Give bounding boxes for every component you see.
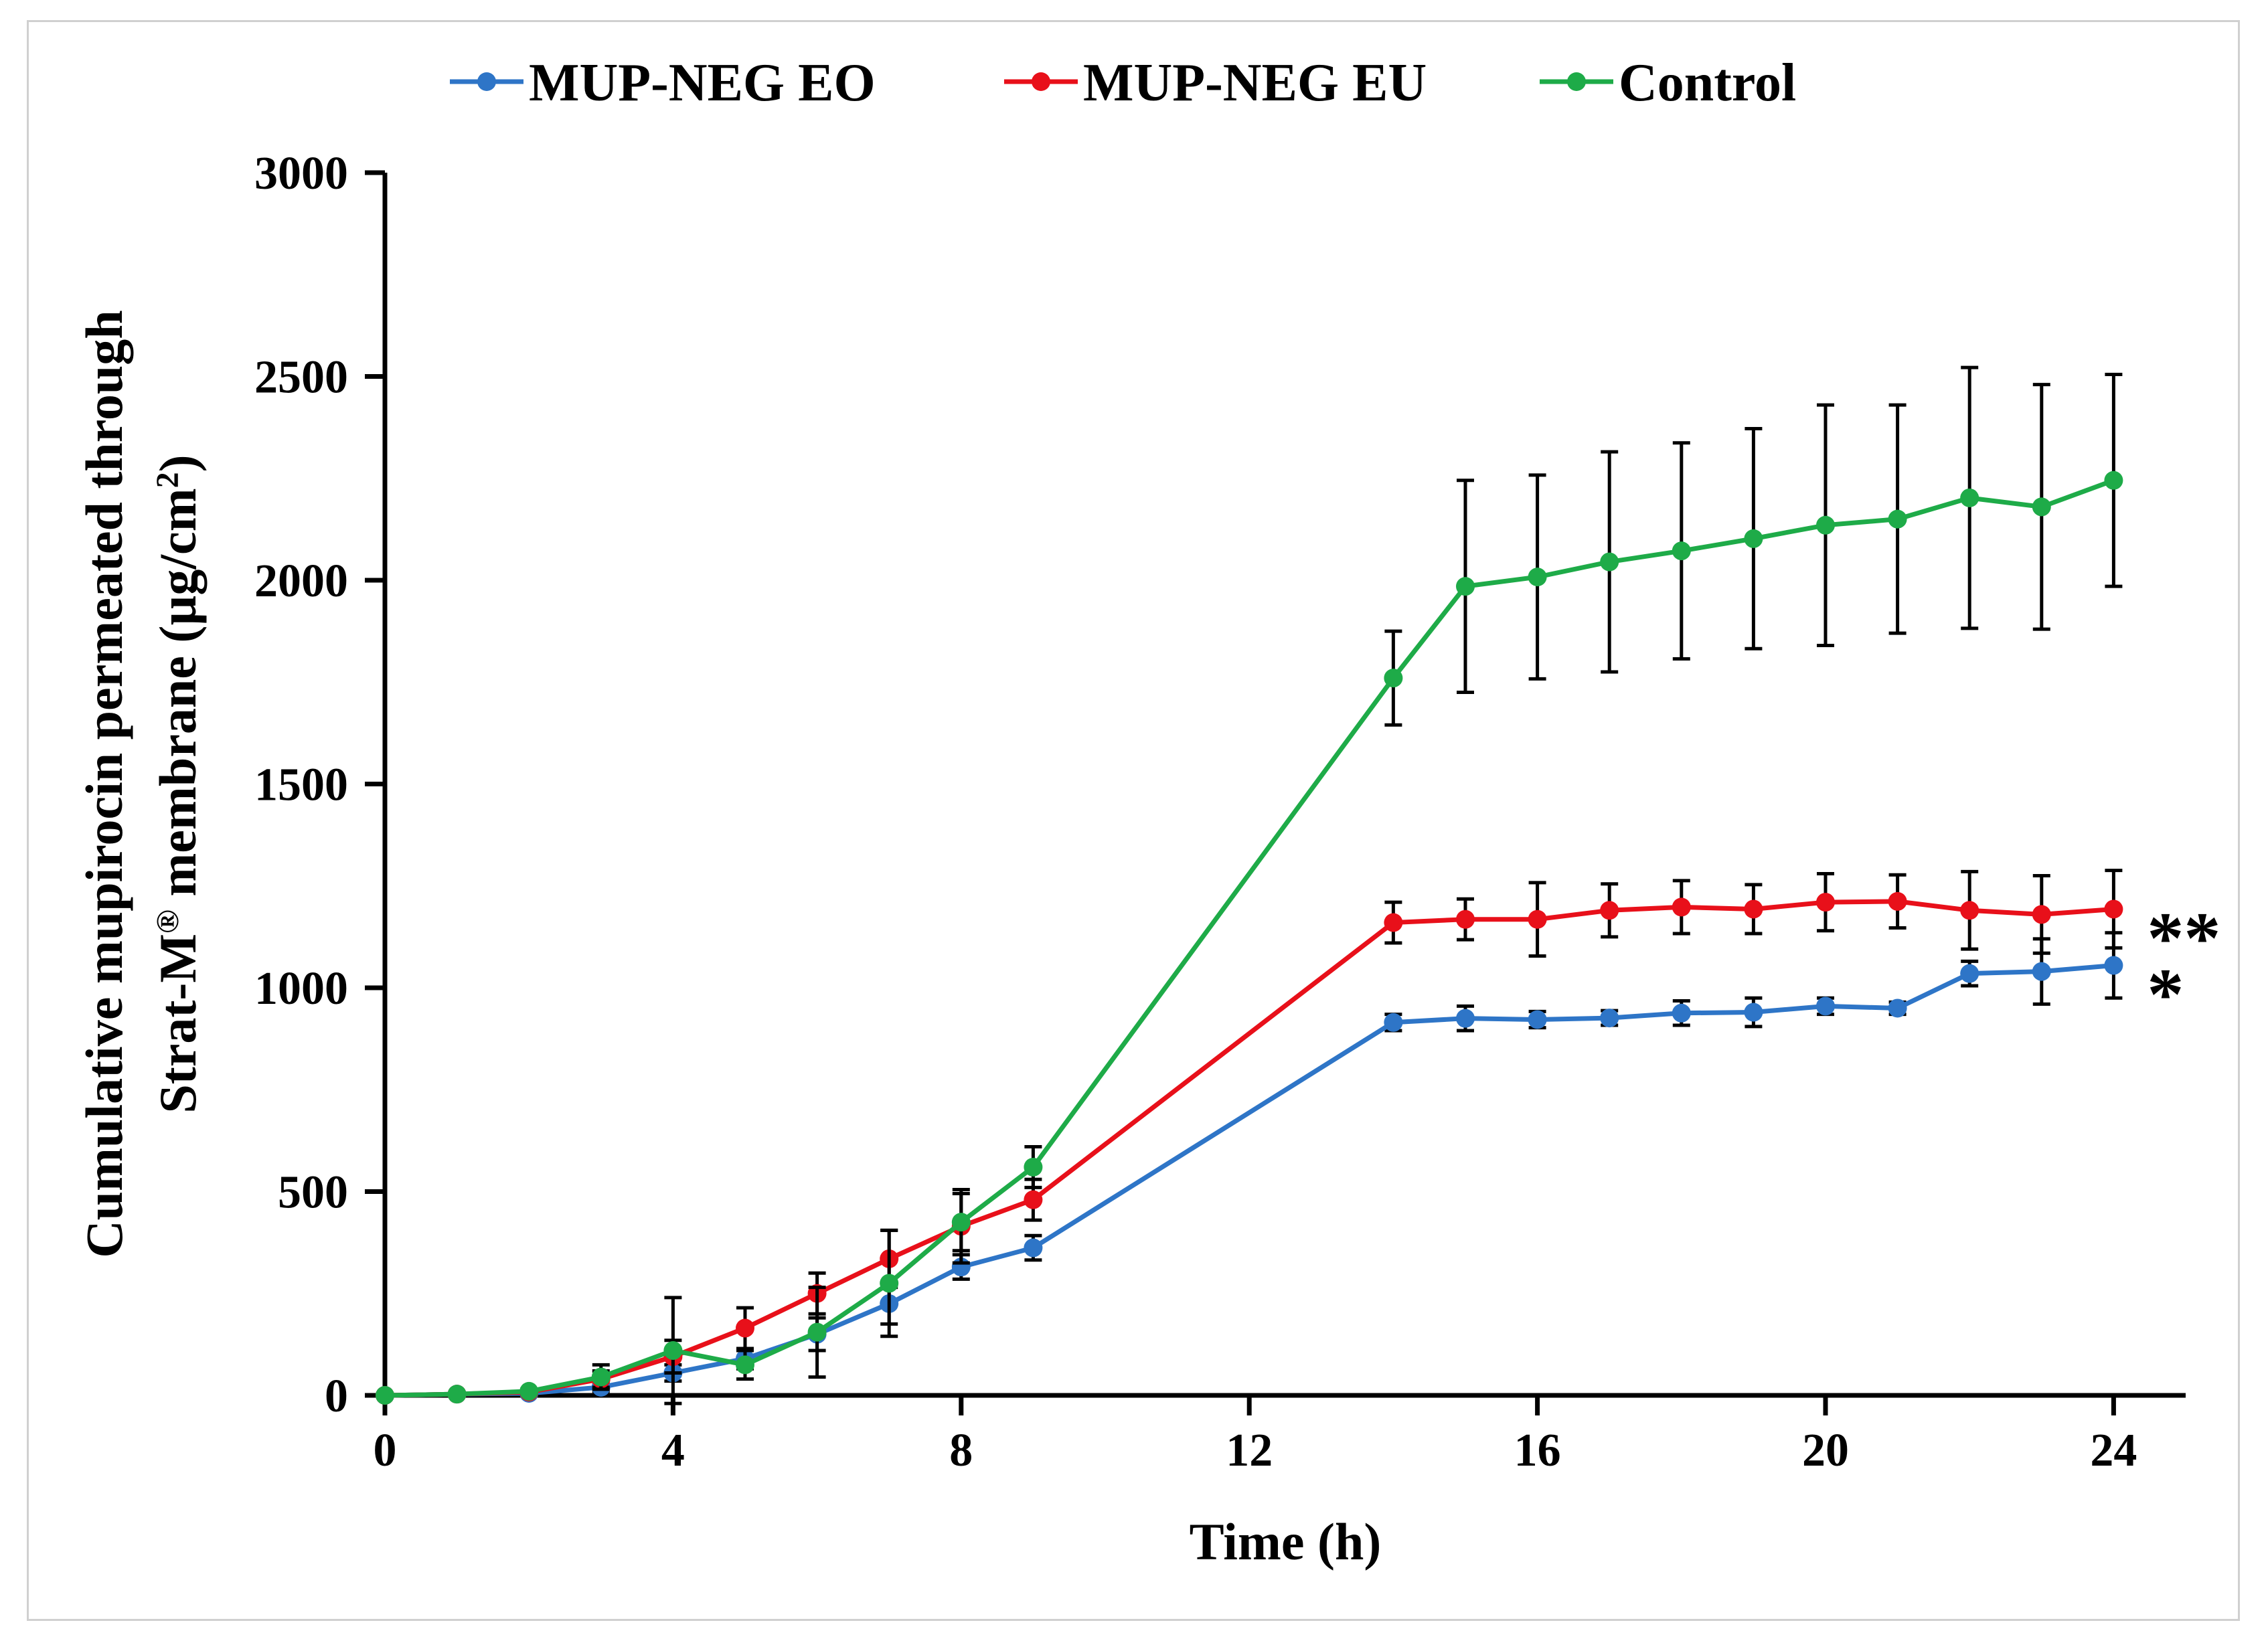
data-point [1744, 899, 1763, 919]
data-point [1960, 488, 1979, 507]
data-point [1456, 577, 1475, 596]
figure-frame [27, 20, 2240, 1621]
legend-swatch-marker [477, 72, 496, 91]
data-point [1672, 1003, 1691, 1023]
data-point [1384, 669, 1403, 688]
y-tick-label: 1000 [254, 963, 348, 1015]
data-point [1528, 909, 1547, 929]
data-point [519, 1381, 539, 1401]
data-point [951, 1213, 971, 1232]
data-point [1600, 901, 1619, 920]
series-mup-neg-eu [376, 869, 2123, 1405]
series-mup-neg-eo [376, 931, 2123, 1405]
data-point [2104, 470, 2123, 490]
data-point [1672, 897, 1691, 917]
legend-swatch-marker [1567, 72, 1586, 91]
data-point [1888, 891, 1907, 911]
legend: MUP-NEG EO MUP-NEG EU Control [450, 54, 1796, 112]
x-tick-label: 8 [949, 1425, 973, 1476]
data-point [1024, 1238, 1043, 1258]
significance-marker: ** [2147, 897, 2220, 978]
data-point [2104, 899, 2123, 919]
data-point [1888, 999, 1907, 1018]
data-point [1384, 913, 1403, 932]
data-point [1384, 1013, 1403, 1032]
data-point [1816, 893, 1835, 912]
y-axis-title: Cumulative mupirocin permeated through S… [75, 310, 207, 1258]
x-tick-label: 24 [2090, 1425, 2137, 1476]
legend-item: MUP-NEG EU [1004, 54, 1427, 112]
data-point [1024, 1157, 1043, 1177]
data-point [1024, 1190, 1043, 1209]
y-axis-title-line1: Cumulative mupirocin permeated through [75, 310, 133, 1258]
data-point [1960, 964, 1979, 983]
series-control [376, 365, 2123, 1405]
y-tick-label: 500 [278, 1167, 348, 1219]
y-tick-label: 2000 [254, 555, 348, 607]
data-point [663, 1341, 683, 1361]
data-point [807, 1322, 827, 1342]
data-point [1528, 1010, 1547, 1029]
y-tick-label: 1500 [254, 760, 348, 811]
x-axis-title: Time (h) [1190, 1512, 1382, 1571]
data-point [1672, 541, 1691, 561]
data-point [1960, 901, 1979, 920]
legend-label: MUP-NEG EO [529, 54, 876, 112]
data-point [2032, 905, 2051, 924]
legend-swatch-marker [1032, 72, 1050, 91]
series-layer [376, 365, 2123, 1405]
data-point [1600, 1009, 1619, 1028]
data-point [736, 1318, 754, 1338]
data-point [591, 1367, 611, 1387]
x-tick-label: 16 [1514, 1425, 1561, 1476]
data-point [2032, 962, 2051, 981]
y-tick-label: 3000 [254, 148, 348, 199]
data-point [2104, 956, 2123, 975]
data-point [1456, 1009, 1475, 1028]
squared-superscript: 2 [150, 472, 185, 488]
data-point [1888, 509, 1907, 529]
data-point [1528, 568, 1547, 587]
data-point [880, 1274, 899, 1293]
series-line [384, 478, 2115, 1398]
x-tick-label: 0 [374, 1425, 397, 1476]
annotations: *** [2147, 897, 2220, 1035]
data-point [1456, 909, 1475, 929]
data-point [2032, 497, 2051, 517]
y-axis-title-line2: Strat-M® membrane (µg/cm2) [149, 454, 207, 1113]
data-point [1744, 529, 1763, 548]
y-ticks: 0 500 1000 1500 2000 2500 3000 [254, 148, 385, 1422]
axes: 0 500 1000 1500 2000 2500 3000 0 4 8 12 16 20 24 [254, 148, 2186, 1476]
data-point [1744, 1003, 1763, 1022]
legend-label: MUP-NEG EU [1083, 54, 1427, 112]
registered-mark: ® [150, 909, 185, 934]
significance-marker: * [2147, 954, 2184, 1035]
series-line [384, 963, 2114, 1398]
x-tick-label: 20 [1802, 1425, 1849, 1476]
data-point [1816, 515, 1835, 535]
y-title-prefix: Strat-M [149, 934, 207, 1114]
x-tick-label: 4 [661, 1425, 685, 1476]
y-title-suffix: ) [149, 454, 207, 472]
y-title-mid: membrane (µg/cm [149, 488, 207, 909]
series-line [384, 899, 2114, 1398]
legend-item: Control [1540, 54, 1796, 112]
y-tick-label: 0 [325, 1371, 348, 1422]
data-point [1600, 552, 1619, 572]
data-point [376, 1386, 394, 1405]
legend-item: MUP-NEG EO [450, 54, 876, 112]
data-point [447, 1385, 467, 1404]
data-point [736, 1355, 754, 1375]
x-tick-label: 12 [1226, 1425, 1273, 1476]
x-ticks: 0 4 8 12 16 20 24 [374, 1395, 2137, 1476]
data-point [1816, 996, 1835, 1016]
y-tick-label: 2500 [254, 352, 348, 404]
legend-label: Control [1619, 54, 1796, 112]
